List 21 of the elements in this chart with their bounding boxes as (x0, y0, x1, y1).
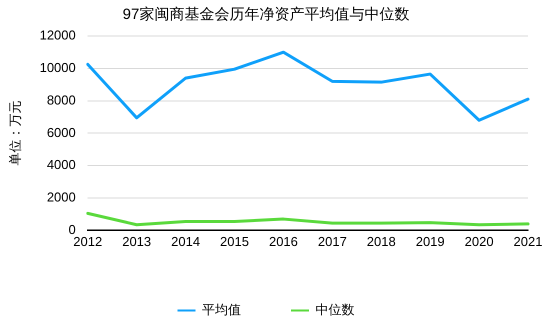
x-tick-label: 2017 (318, 234, 347, 249)
y-tick-label: 2000 (46, 190, 76, 205)
y-axis-title: 单位：万元 (7, 100, 22, 166)
x-tick-label: 2014 (171, 234, 200, 249)
y-tick-label: 10000 (40, 60, 76, 75)
x-tick-label: 2021 (514, 234, 542, 249)
y-tick-label: 0 (68, 222, 76, 237)
legend-label: 中位数 (316, 302, 354, 318)
y-tick-label: 4000 (46, 157, 76, 172)
x-tick-label: 2015 (220, 234, 249, 249)
y-tick-label: 6000 (46, 124, 76, 140)
chart-title: 97家闽商基金会历年净资产平均值与中位数 (122, 6, 410, 24)
x-tick-label: 2016 (268, 234, 298, 249)
y-tick-label: 8000 (46, 92, 76, 108)
x-tick-label: 2020 (464, 234, 494, 249)
x-tick-label: 2012 (73, 234, 102, 249)
x-tick-label: 2013 (122, 234, 152, 249)
x-tick-label: 2019 (416, 234, 445, 249)
y-tick-label: 12000 (40, 28, 76, 43)
legend-label: 平均值 (202, 302, 241, 318)
x-tick-label: 2018 (366, 234, 396, 249)
